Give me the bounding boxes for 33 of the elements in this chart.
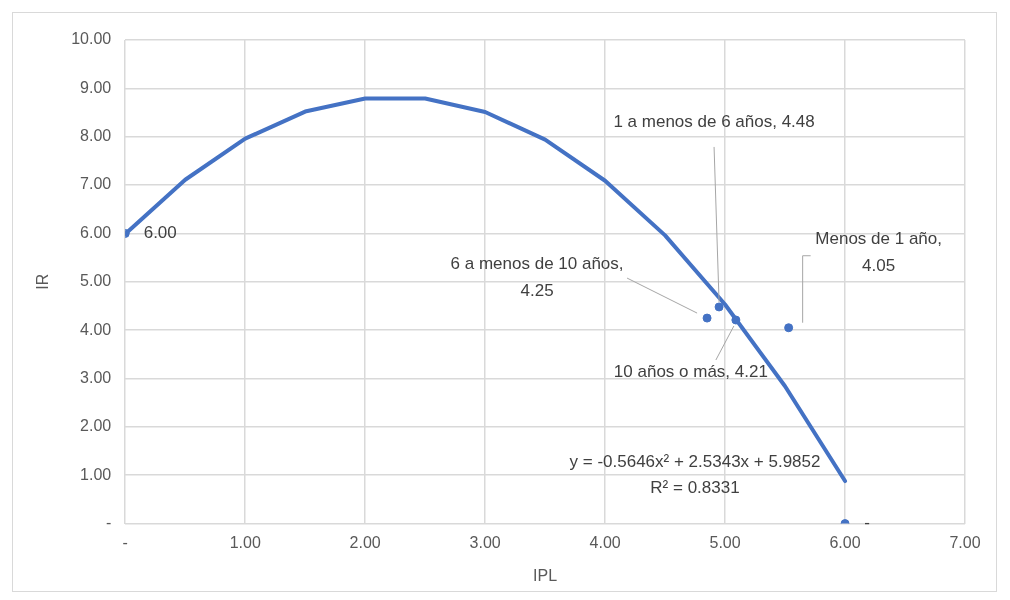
annotation: y = -0.5646x² + 2.5343x + 5.9852 [569, 451, 821, 471]
x-axis-title: IPL [533, 566, 558, 584]
y-tick-label: 6.00 [80, 223, 112, 241]
data-label: 6 a menos de 10 años, 4.25 [450, 254, 624, 301]
point [784, 323, 794, 333]
y-tick-label: 7.00 [80, 175, 112, 193]
annotation: R² = 0.8331 [650, 477, 740, 497]
y-tick-label: 5.00 [80, 272, 112, 290]
x-tick-label: 4.00 [589, 533, 621, 551]
y-tick-label: - [105, 514, 112, 532]
point [731, 315, 741, 325]
data-label: - [864, 513, 870, 533]
data-label: 1 a menos de 6 años, 4.48 [613, 111, 815, 131]
y-axis-title: IR [34, 273, 52, 290]
y-tick-label: 9.00 [80, 78, 112, 96]
y-tick-label: 8.00 [80, 127, 112, 145]
point [714, 302, 724, 312]
x-tick-label: 2.00 [349, 533, 381, 551]
y-tick-label: 4.00 [80, 320, 112, 338]
y-tick-label: 1.00 [80, 465, 112, 483]
x-tick-label: 5.00 [709, 533, 741, 551]
data-label: 10 años o más, 4.21 [613, 361, 768, 381]
point [702, 313, 712, 323]
x-tick-label: 1.00 [229, 533, 261, 551]
x-tick-label: 6.00 [829, 533, 861, 551]
x-tick-label: 3.00 [469, 533, 501, 551]
data-label: 6.00 [143, 223, 177, 243]
y-tick-label: 10.00 [71, 30, 112, 48]
y-tick-label: 2.00 [80, 417, 112, 435]
y-tick-label: 3.00 [80, 368, 112, 386]
data-label: Menos de 1 año, 4.05 [815, 228, 942, 275]
x-tick-label: - [122, 533, 128, 551]
x-tick-label: 7.00 [949, 533, 981, 551]
